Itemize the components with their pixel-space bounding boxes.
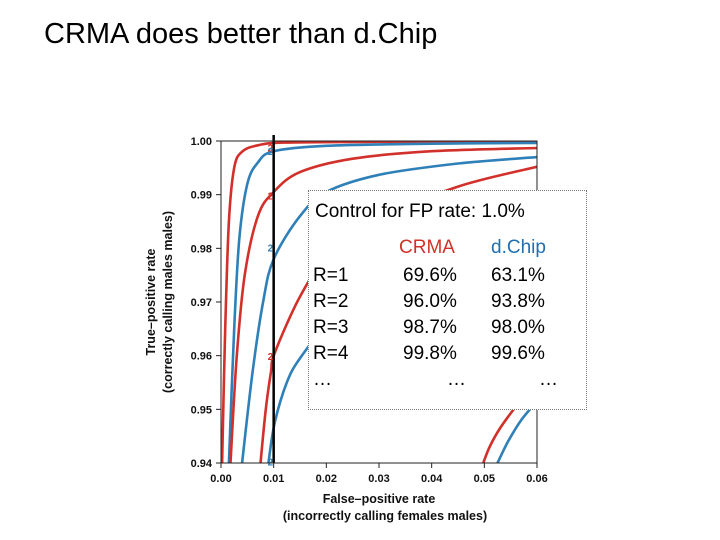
roc-curve-dchip-4 xyxy=(240,155,537,463)
y-axis-label-sub: (correctly calling males males) xyxy=(161,211,175,393)
row-r1-label: R=1 xyxy=(313,265,349,286)
row-r1-dchip: 63.1% xyxy=(491,265,545,286)
threshold-marker: 2 xyxy=(268,147,274,158)
y-tick-label: 0.95 xyxy=(191,404,212,416)
row-more-dchip: … xyxy=(539,369,558,390)
row-r2-dchip: 93.8% xyxy=(491,291,545,312)
axis-ticks: 0.00 0.01 0.02 0.03 0.04 0.05 0.06 0.94 0.95 0.96… xyxy=(191,136,548,485)
x-tick-label: 0.00 xyxy=(210,473,231,485)
y-tick-label: 0.99 xyxy=(191,190,212,202)
threshold-marker: 2 xyxy=(268,352,274,363)
slide-title: CRMA does better than d.Chip xyxy=(44,18,438,50)
y-tick-label: 1.00 xyxy=(191,136,212,148)
roc-curve-crma-5 xyxy=(259,165,537,463)
x-tick-label: 0.01 xyxy=(263,473,284,485)
y-tick-label: 0.94 xyxy=(191,458,213,470)
x-tick-label: 0.03 xyxy=(368,473,389,485)
y-tick-label: 0.96 xyxy=(191,351,212,363)
threshold-marker: 2 xyxy=(268,243,274,254)
y-tick-label: 0.98 xyxy=(191,243,212,255)
x-tick-label: 0.04 xyxy=(421,473,443,485)
row-more-crma: … xyxy=(447,369,466,390)
row-r2-crma: 96.0% xyxy=(403,291,457,312)
row-more-label: … xyxy=(313,369,332,390)
row-r3-label: R=3 xyxy=(313,317,349,338)
roc-curve-crma-1 xyxy=(221,141,537,463)
roc-curve-dchip-2 xyxy=(227,141,537,463)
x-tick-label: 0.06 xyxy=(526,473,547,485)
threshold-marker: 2 xyxy=(268,143,274,154)
y-axis-label: True–positive rate xyxy=(144,248,158,355)
x-axis-label: False–positive rate xyxy=(323,492,436,506)
table-heading: Control for FP rate: 1.0% xyxy=(315,201,525,222)
x-tick-label: 0.05 xyxy=(474,473,495,485)
fp-control-table: Control for FP rate: 1.0% CRMA d.Chip R=… xyxy=(308,190,587,410)
row-r2-label: R=2 xyxy=(313,291,349,312)
row-r3-crma: 98.7% xyxy=(403,317,457,338)
row-r4-label: R=4 xyxy=(313,343,349,364)
x-axis-label-sub: (incorrectly calling females males) xyxy=(283,509,487,523)
roc-curve-dchip-8 xyxy=(496,400,537,463)
col-header-dchip: d.Chip xyxy=(491,237,546,258)
row-r4-dchip: 99.6% xyxy=(491,343,545,364)
threshold-marker: 2 xyxy=(268,192,274,203)
col-header-crma: CRMA xyxy=(399,237,455,258)
row-r4-crma: 99.8% xyxy=(403,343,457,364)
x-tick-label: 0.02 xyxy=(316,473,337,485)
row-r1-crma: 69.6% xyxy=(403,265,457,286)
row-r3-dchip: 98.0% xyxy=(491,317,545,338)
y-tick-label: 0.97 xyxy=(191,297,212,309)
